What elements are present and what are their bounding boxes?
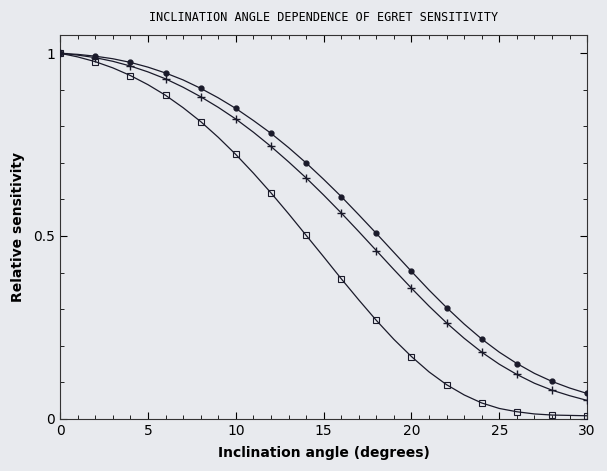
Title: INCLINATION ANGLE DEPENDENCE OF EGRET SENSITIVITY: INCLINATION ANGLE DEPENDENCE OF EGRET SE… xyxy=(149,11,498,24)
X-axis label: Inclination angle (degrees): Inclination angle (degrees) xyxy=(218,446,430,460)
Y-axis label: Relative sensitivity: Relative sensitivity xyxy=(11,152,25,302)
